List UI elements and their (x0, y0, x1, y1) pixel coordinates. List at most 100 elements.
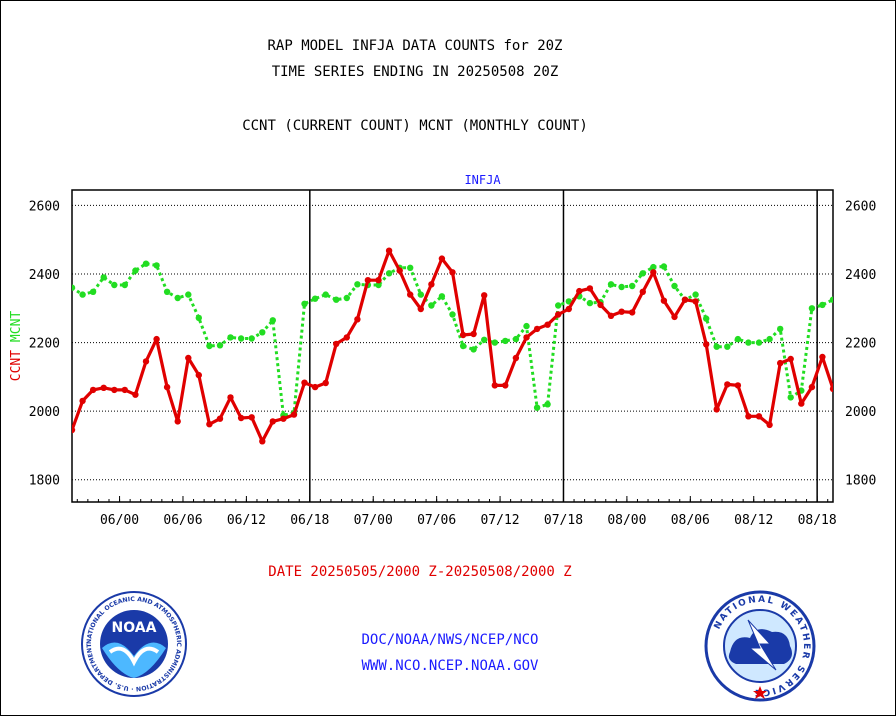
data-point-ccnt (163, 383, 171, 391)
data-point-mcnt (459, 342, 467, 350)
y-tick-label-right: 1800 (845, 474, 876, 489)
data-point-ccnt (449, 269, 456, 276)
data-point-ccnt (766, 421, 773, 429)
data-point-mcnt (311, 295, 319, 302)
data-point-ccnt (618, 308, 625, 315)
y-axis-label: CCNT MCNT (9, 311, 24, 382)
data-point-ccnt (132, 391, 139, 398)
data-point-ccnt (343, 334, 350, 341)
x-tick-label: 06/06 (163, 513, 202, 528)
data-point-ccnt (555, 311, 562, 318)
data-point-mcnt (829, 296, 833, 303)
data-point-ccnt (512, 354, 520, 362)
data-point-ccnt (660, 297, 668, 304)
data-point-mcnt (72, 284, 76, 291)
data-point-ccnt (650, 269, 657, 276)
data-point-ccnt (819, 353, 826, 361)
y-tick-label-right: 2200 (845, 337, 876, 352)
data-point-ccnt (755, 413, 763, 420)
data-point-ccnt (375, 277, 382, 284)
data-point-mcnt (449, 311, 456, 318)
data-point-mcnt (544, 401, 551, 408)
data-point-ccnt (174, 418, 181, 425)
data-point-ccnt (301, 379, 308, 386)
data-point-ccnt (713, 406, 720, 413)
data-point-mcnt (692, 291, 699, 298)
data-point-mcnt (491, 339, 498, 346)
data-point-mcnt (502, 337, 509, 345)
data-point-ccnt (89, 386, 97, 394)
data-point-ccnt (745, 413, 752, 420)
data-point-ccnt (629, 309, 636, 316)
data-point-mcnt (777, 325, 784, 333)
chart-title-line-1: RAP MODEL INFJA DATA COUNTS for 20Z (267, 38, 563, 54)
data-point-mcnt (322, 291, 329, 298)
data-point-ccnt (206, 421, 213, 428)
data-point-mcnt (734, 335, 742, 343)
data-point-ccnt (407, 291, 414, 298)
y-tick-label-left: 2400 (29, 268, 60, 283)
data-point-ccnt (248, 414, 255, 421)
y-tick-label-left: 1800 (29, 474, 60, 489)
data-point-ccnt (808, 383, 816, 391)
data-point-mcnt (301, 300, 308, 307)
data-point-mcnt (333, 296, 340, 303)
data-point-mcnt (481, 336, 488, 343)
data-point-mcnt (428, 302, 435, 309)
data-point-ccnt (597, 301, 604, 309)
data-point-ccnt (280, 415, 287, 422)
data-point-ccnt (354, 316, 361, 323)
data-point-ccnt (142, 358, 150, 365)
x-tick-label: 06/12 (227, 513, 266, 528)
x-tick-label: 06/00 (100, 513, 139, 528)
data-point-ccnt (396, 267, 403, 274)
footer-org-line[interactable]: DOC/NOAA/NWS/NCEP/NCO (361, 632, 539, 648)
noaa-logo-text: NOAA (112, 620, 157, 636)
data-point-mcnt (248, 335, 255, 342)
data-point-ccnt (459, 331, 467, 339)
data-point-ccnt (385, 247, 393, 254)
y-tick-label-right: 2400 (845, 268, 876, 283)
data-point-ccnt (734, 382, 742, 389)
data-point-mcnt (671, 282, 678, 290)
data-point-mcnt (354, 281, 361, 288)
x-tick-label: 08/00 (607, 513, 646, 528)
x-tick-label: 07/12 (480, 513, 519, 528)
data-point-ccnt (703, 341, 710, 348)
chart-title-line-2: TIME SERIES ENDING IN 20250508 20Z (271, 64, 559, 80)
data-point-mcnt (618, 283, 625, 291)
y-tick-label-right: 2600 (845, 199, 876, 214)
data-point-ccnt (681, 296, 689, 303)
data-point-mcnt (565, 298, 572, 305)
data-point-mcnt (755, 339, 763, 346)
data-point-ccnt (333, 340, 340, 348)
data-point-ccnt (692, 298, 699, 305)
data-point-ccnt (216, 415, 224, 422)
data-point-mcnt (533, 404, 541, 411)
data-point-ccnt (100, 384, 107, 391)
footer-website-link[interactable]: WWW.NCO.NCEP.NOAA.GOV (361, 658, 539, 674)
data-point-ccnt (724, 381, 731, 388)
data-point-ccnt (417, 305, 424, 313)
data-point-mcnt (206, 342, 213, 350)
data-point-mcnt (512, 335, 520, 343)
data-point-ccnt (195, 371, 202, 379)
data-point-mcnt (703, 315, 710, 322)
data-point-ccnt (269, 418, 276, 425)
data-point-mcnt (808, 305, 816, 312)
data-point-mcnt (660, 263, 668, 270)
data-point-ccnt (523, 334, 530, 341)
data-point-mcnt (89, 288, 97, 295)
data-point-mcnt (407, 264, 414, 271)
data-point-ccnt (798, 400, 805, 407)
data-point-mcnt (607, 281, 615, 288)
data-point-ccnt (639, 288, 646, 295)
data-point-ccnt (829, 385, 833, 393)
x-tick-label: 06/18 (290, 513, 329, 528)
x-tick-label: 07/06 (417, 513, 456, 528)
data-point-ccnt (237, 414, 245, 422)
data-point-ccnt (364, 277, 372, 284)
series-mcnt (72, 260, 833, 419)
x-tick-label: 07/18 (544, 513, 583, 528)
